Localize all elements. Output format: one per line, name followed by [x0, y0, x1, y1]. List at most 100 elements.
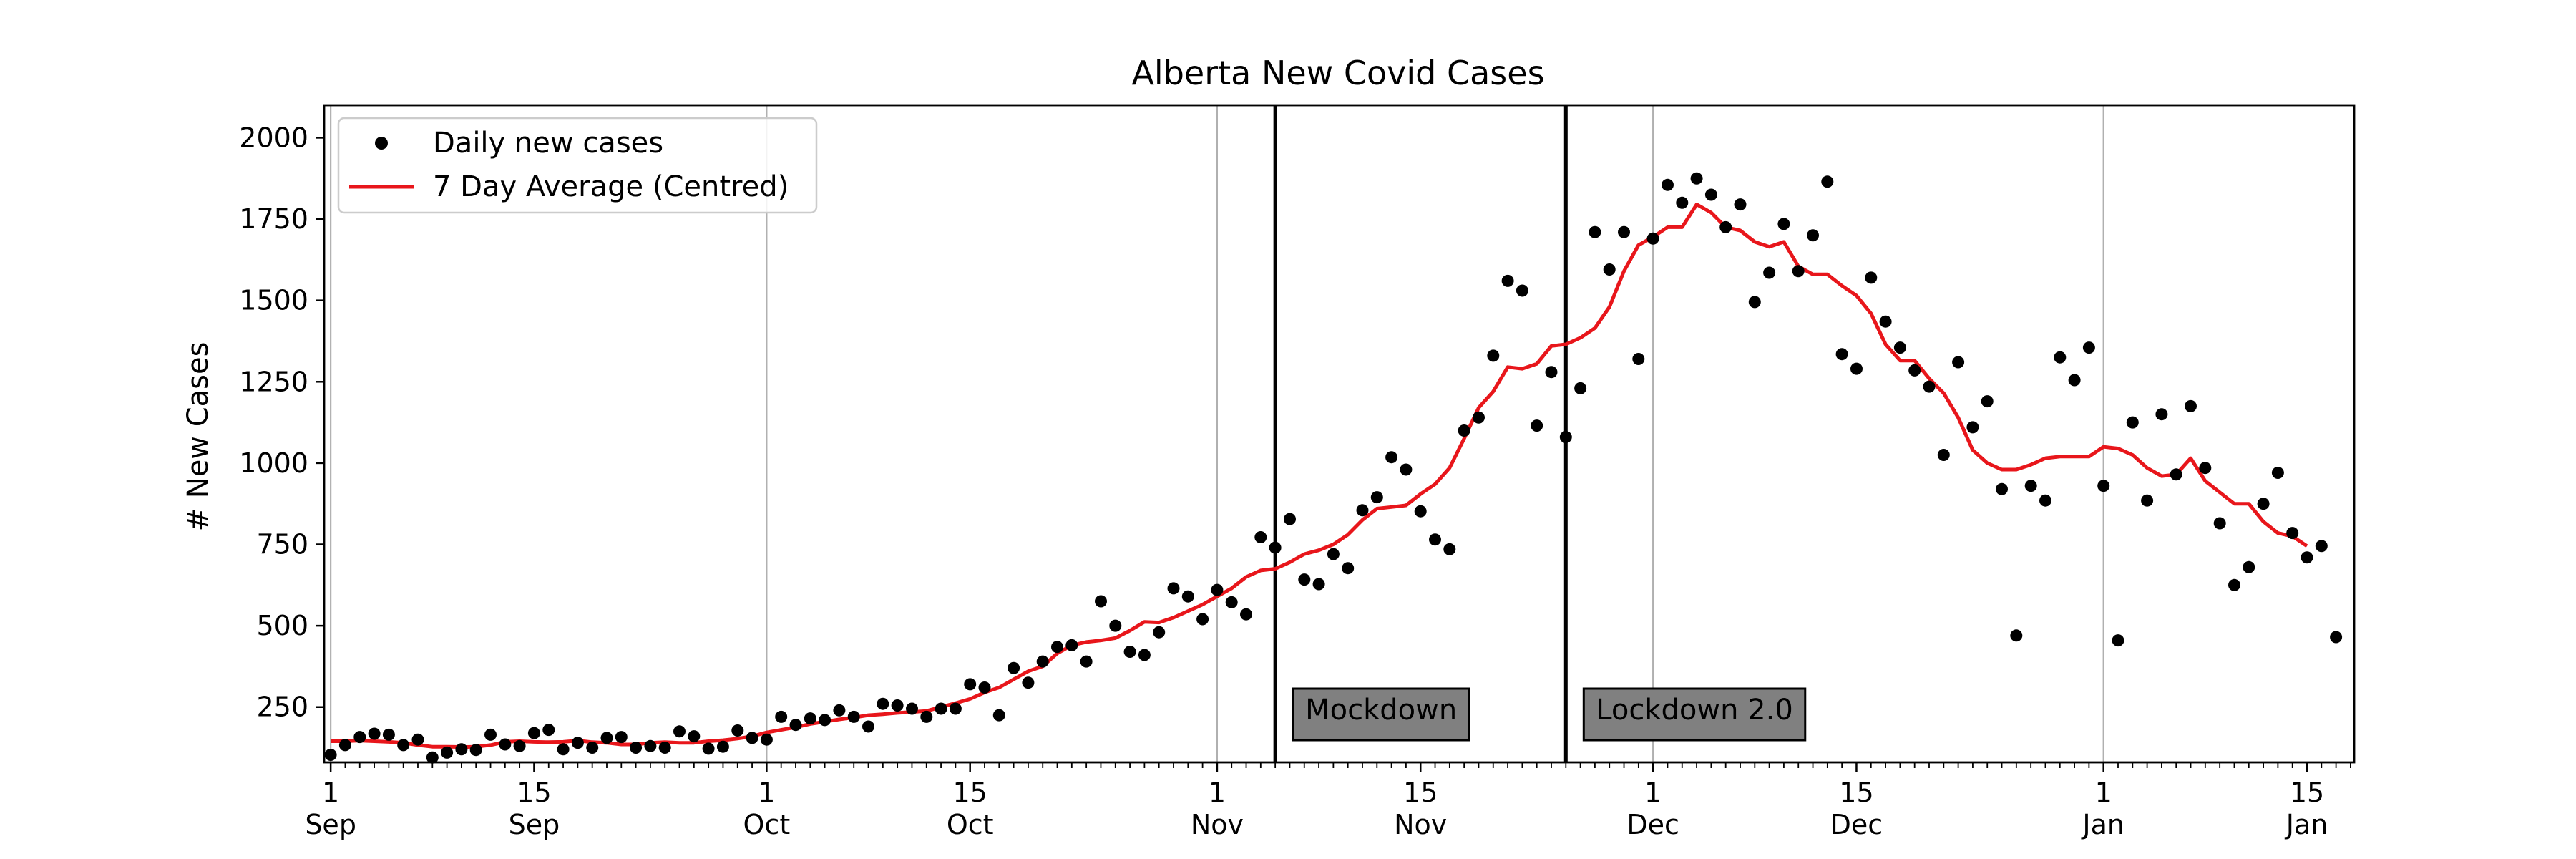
y-tick-label: 250 — [256, 691, 308, 723]
data-point — [1777, 218, 1790, 230]
data-point — [1704, 188, 1717, 201]
data-point — [1487, 349, 1500, 362]
data-point — [775, 710, 788, 723]
data-point — [615, 731, 628, 744]
data-point — [1501, 274, 1514, 287]
x-tick-label-month: Jan — [2285, 809, 2328, 840]
data-point — [2112, 634, 2124, 647]
data-point — [324, 749, 337, 761]
legend: Daily new cases 7 Day Average (Centred) — [337, 117, 818, 214]
data-point — [644, 739, 657, 752]
data-point — [1821, 175, 1834, 188]
data-point — [1893, 341, 1906, 354]
data-point — [819, 714, 831, 727]
data-point — [1908, 364, 1921, 377]
data-point — [1545, 366, 1558, 379]
data-point — [1254, 531, 1267, 543]
data-point — [557, 743, 570, 756]
data-point — [1022, 676, 1035, 689]
x-tick-label-month: Dec — [1626, 809, 1679, 840]
data-point — [1414, 505, 1427, 518]
data-point — [469, 744, 482, 757]
x-tick-label-month: Sep — [509, 809, 560, 840]
y-tick-label: 500 — [256, 610, 308, 641]
data-point — [1095, 595, 1107, 608]
data-point — [1312, 578, 1325, 591]
data-point — [2024, 480, 2037, 492]
chart-title: Alberta New Covid Cases — [1131, 54, 1544, 92]
data-point — [1458, 424, 1470, 437]
data-point — [484, 728, 497, 741]
y-tick-label: 1750 — [239, 203, 308, 235]
data-point — [2286, 527, 2299, 540]
data-point — [949, 702, 962, 715]
annotation-label: Mockdown — [1305, 694, 1457, 727]
data-point — [2199, 462, 2212, 475]
data-point — [2054, 351, 2067, 364]
annotation-box — [1582, 687, 1807, 742]
data-point — [1196, 613, 1209, 626]
data-point — [1690, 172, 1703, 185]
data-point — [760, 733, 773, 746]
data-point — [877, 697, 889, 710]
data-point — [1008, 661, 1020, 674]
data-point — [1719, 220, 1732, 233]
data-point — [2185, 399, 2197, 412]
data-point — [1559, 431, 1572, 443]
data-point — [1356, 504, 1369, 517]
grid-lines — [330, 105, 2104, 762]
x-tick-label-day: 1 — [2095, 777, 2112, 808]
data-point — [1240, 608, 1252, 621]
data-point — [2301, 551, 2313, 564]
legend-marker-daily — [375, 137, 388, 150]
data-point — [1996, 482, 2008, 495]
x-tick-label-day: 1 — [758, 777, 775, 808]
data-point — [1618, 225, 1630, 238]
data-point — [746, 732, 758, 744]
data-point — [2097, 480, 2110, 492]
plot-frame — [323, 104, 2356, 764]
data-point — [891, 699, 904, 712]
data-point — [702, 742, 715, 755]
x-tick-label-day: 1 — [1644, 777, 1662, 808]
data-point — [1036, 655, 1049, 668]
data-point — [499, 738, 512, 751]
data-point — [658, 742, 671, 754]
data-point — [1138, 649, 1151, 661]
data-point — [804, 712, 816, 725]
data-point — [1676, 196, 1689, 209]
data-point — [935, 702, 947, 715]
data-point — [2068, 374, 2081, 387]
x-tick-label-day: 15 — [2290, 777, 2324, 808]
data-point — [1080, 655, 1093, 668]
legend-label-average: 7 Day Average (Centred) — [433, 170, 789, 203]
data-point — [571, 737, 584, 749]
data-point — [906, 702, 918, 715]
data-point — [992, 709, 1005, 722]
data-point — [1865, 271, 1878, 284]
data-point — [1646, 232, 1659, 245]
data-point — [1850, 362, 1863, 375]
data-point — [1879, 315, 1892, 328]
data-point — [2243, 560, 2255, 573]
data-point — [1792, 265, 1805, 278]
data-point — [2330, 631, 2343, 644]
data-point — [1807, 229, 1819, 242]
data-point — [2141, 494, 2154, 507]
data-point — [338, 739, 351, 752]
data-point — [920, 710, 933, 723]
data-point — [1952, 356, 1965, 369]
data-point — [1763, 266, 1776, 279]
data-point — [1298, 573, 1311, 586]
data-point — [1400, 463, 1413, 476]
data-point — [2315, 540, 2328, 553]
data-point — [2213, 517, 2226, 530]
data-point — [441, 746, 454, 759]
x-tick-label-day: 15 — [1839, 777, 1873, 808]
data-point — [1473, 411, 1485, 424]
x-tick-label-day: 15 — [953, 777, 987, 808]
data-point — [527, 727, 540, 739]
data-point — [1370, 491, 1383, 504]
data-point — [1065, 639, 1078, 651]
data-point — [1603, 263, 1616, 276]
